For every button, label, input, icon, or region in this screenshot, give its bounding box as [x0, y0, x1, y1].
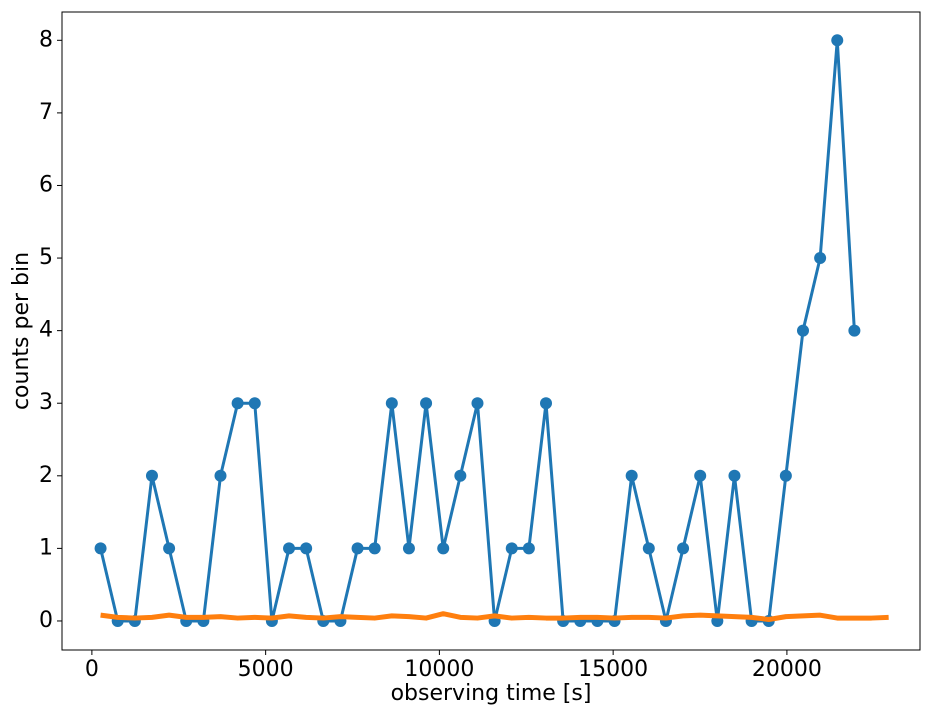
data-point: [248, 397, 261, 410]
data-point: [351, 542, 364, 555]
data-point: [796, 324, 809, 337]
y-tick-label: 2: [39, 463, 53, 488]
y-tick-label: 5: [39, 245, 53, 270]
x-tick-label: 10000: [404, 657, 474, 682]
y-tick-label: 4: [39, 318, 53, 343]
x-tick-label: 5000: [238, 657, 294, 682]
data-point: [454, 469, 467, 482]
data-point: [779, 469, 792, 482]
data-point: [625, 469, 638, 482]
data-point: [420, 397, 433, 410]
data-point: [283, 542, 296, 555]
data-point: [368, 542, 381, 555]
data-point: [814, 252, 827, 265]
data-point: [505, 542, 518, 555]
data-point: [728, 469, 741, 482]
series-line: [99, 38, 856, 623]
y-tick-label: 7: [39, 100, 53, 125]
y-tick-label: 8: [39, 27, 53, 52]
x-tick-label: 15000: [578, 657, 648, 682]
y-tick-label: 1: [39, 535, 53, 560]
data-point: [94, 542, 107, 555]
data-point: [677, 542, 690, 555]
data-point: [214, 469, 227, 482]
data-point: [831, 34, 844, 47]
series-line: [100, 611, 889, 623]
data-point: [145, 469, 158, 482]
data-point: [694, 469, 707, 482]
y-tick-label: 0: [39, 608, 53, 633]
data-point: [231, 397, 244, 410]
data-point: [402, 542, 415, 555]
data-point: [300, 542, 313, 555]
x-tick-label: 0: [85, 657, 99, 682]
y-axis-label: counts per bin: [9, 252, 34, 410]
data-point: [437, 542, 450, 555]
x-axis-label: observing time [s]: [391, 681, 592, 706]
data-point: [848, 324, 861, 337]
data-point: [522, 542, 535, 555]
y-tick-label: 6: [39, 172, 53, 197]
plot-frame: [61, 11, 921, 651]
data-point: [540, 397, 553, 410]
x-tick-label: 20000: [752, 657, 822, 682]
data-point: [163, 542, 176, 555]
data-point: [385, 397, 398, 410]
data-point: [642, 542, 655, 555]
data-point: [471, 397, 484, 410]
y-tick-label: 3: [39, 390, 53, 415]
